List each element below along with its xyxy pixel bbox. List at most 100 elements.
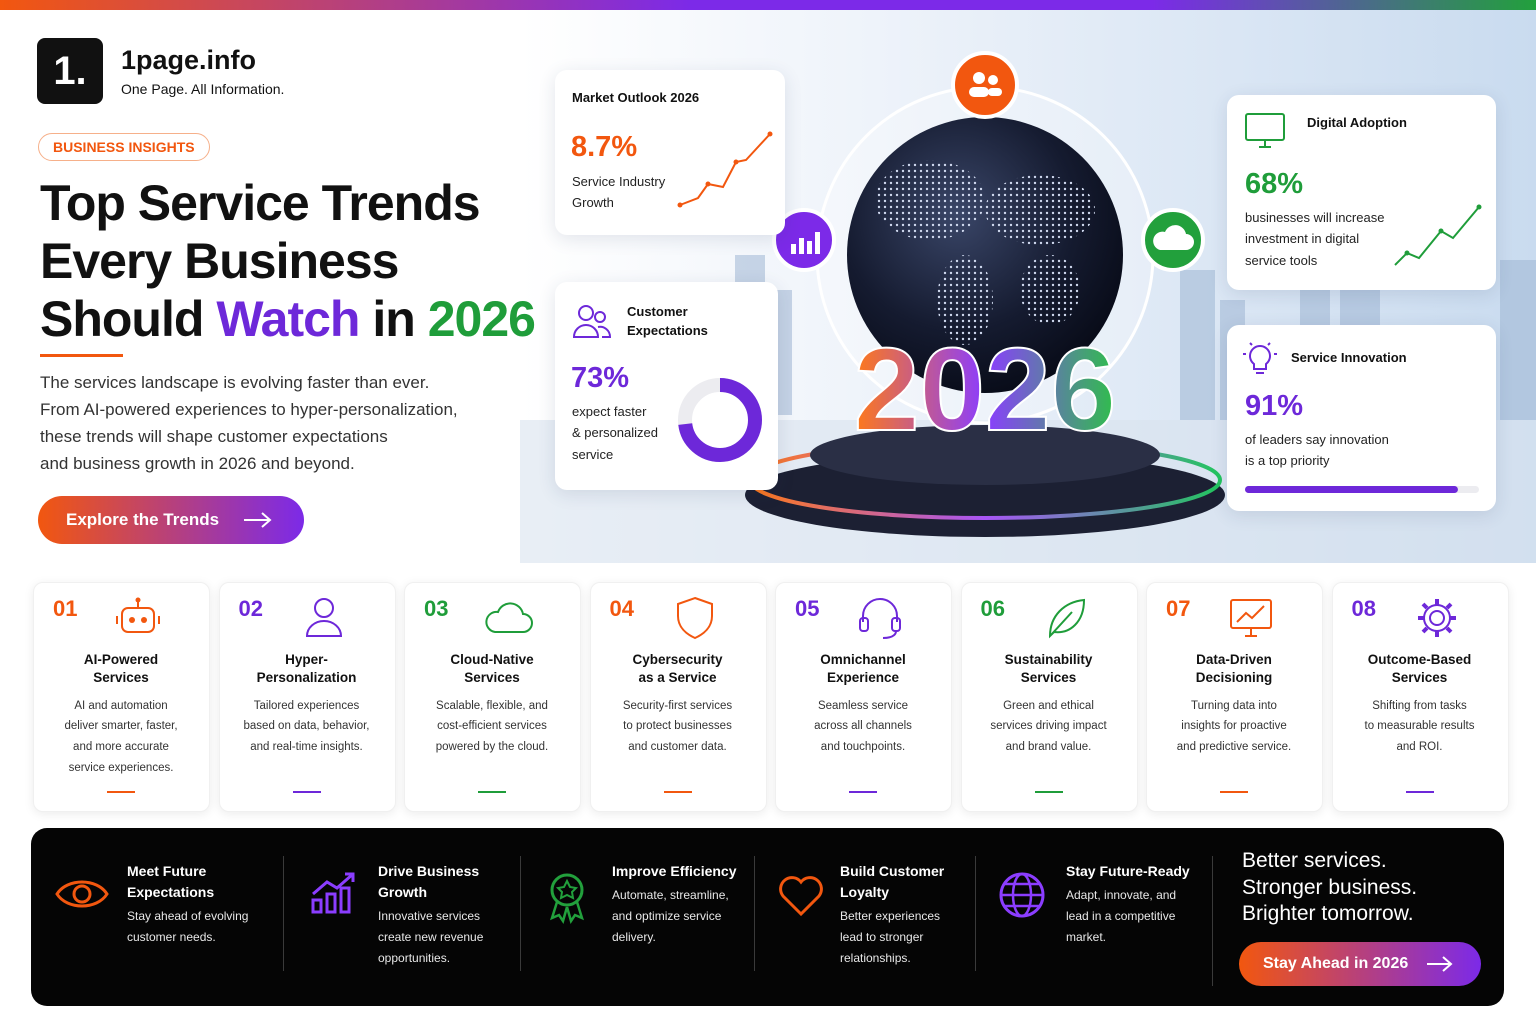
trend-title: Hyper- <box>285 652 328 668</box>
stat-caption: Service Industry <box>572 173 666 189</box>
closing-line: Brighter tomorrow. <box>1242 902 1414 926</box>
continents <box>875 160 1095 345</box>
trend-desc: across all channels <box>814 720 912 733</box>
stat-value: 91% <box>1245 390 1304 423</box>
trend-desc: and more accurate <box>73 740 169 753</box>
explore-button[interactable]: Explore the Trends <box>38 496 304 544</box>
headline-line: Top Service Trends <box>40 175 481 231</box>
trend-title: Outcome-Based <box>1367 652 1472 668</box>
brand-tagline: One Page. All Information. <box>121 81 285 97</box>
trend-desc: Shifting from tasks <box>1372 699 1467 712</box>
trend-desc: and real-time insights. <box>250 740 363 753</box>
trend-desc: and touchpoints. <box>820 740 906 753</box>
benefit-title: Growth <box>378 883 427 900</box>
top-bar <box>0 0 1536 10</box>
trend-desc: and predictive service. <box>1176 740 1292 753</box>
trend-title: Data-Driven <box>1196 652 1272 668</box>
benefit-desc: lead to stronger <box>840 930 924 945</box>
trend-icon <box>305 598 342 637</box>
benefit-icon <box>55 880 109 908</box>
benefit-title: Expectations <box>127 883 215 900</box>
benefit-desc: Automate, streamline, <box>612 888 729 903</box>
benefit-title: Drive Business <box>378 862 480 879</box>
benefit-desc: Stay ahead of evolving <box>127 909 249 924</box>
button-label: Stay Ahead in 2026 <box>1263 955 1409 972</box>
stat-value: 68% <box>1245 168 1304 201</box>
divider <box>283 856 284 971</box>
stay-ahead-button[interactable]: Stay Ahead in 2026 <box>1239 942 1481 986</box>
stat-caption: businesses will increase <box>1245 209 1385 225</box>
trend-accent <box>1034 791 1063 793</box>
benefit-desc: create new revenue <box>378 930 484 945</box>
sparkline <box>677 131 773 208</box>
trend-card <box>1146 582 1323 812</box>
headline-line: Should Watch in 2026 <box>40 290 536 348</box>
trend-desc: and customer data. <box>628 740 727 753</box>
trend-desc: Scalable, flexible, and <box>436 699 548 712</box>
benefit-icon <box>999 872 1045 918</box>
headline-underline <box>40 354 123 357</box>
arrow-icon <box>244 512 272 528</box>
trend-number: 04 <box>609 595 634 621</box>
trend-desc: Green and ethical <box>1003 699 1094 712</box>
stat-caption: investment in digital <box>1245 231 1360 247</box>
trend-desc: powered by the cloud. <box>435 740 549 753</box>
benefit-icon <box>779 876 823 917</box>
divider <box>975 856 976 971</box>
sparkline <box>1394 204 1482 266</box>
trend-desc: based on data, behavior, <box>243 720 370 733</box>
trend-desc: and ROI. <box>1396 740 1443 753</box>
benefit-desc: delivery. <box>612 930 656 945</box>
stat-caption: & personalized <box>572 425 658 441</box>
trend-icon <box>676 596 713 640</box>
trend-accent <box>292 791 321 793</box>
benefit-title: Improve Efficiency <box>612 862 737 879</box>
benefit-desc: Better experiences <box>840 909 941 924</box>
stat-caption: service tools <box>1245 252 1318 268</box>
headline-line: Every Business <box>40 233 399 289</box>
brand-name: 1page.info <box>121 45 257 75</box>
stat-value: 73% <box>571 362 630 395</box>
intro-line: The services landscape is evolving faste… <box>40 372 430 392</box>
stat-caption: Growth <box>572 194 614 210</box>
headline-word: Watch <box>216 291 360 347</box>
stat-card <box>555 70 785 235</box>
icon-chart <box>791 232 820 254</box>
stat-title: Customer <box>627 303 688 319</box>
trend-number: 05 <box>795 595 820 621</box>
arrow-icon <box>1427 956 1453 972</box>
trend-number: 03 <box>424 595 449 621</box>
trend-icon <box>485 602 533 633</box>
trend-card <box>1331 582 1509 812</box>
button-label: Explore the Trends <box>66 510 220 529</box>
trend-icon <box>859 598 901 639</box>
icon-people-circle <box>951 51 1019 119</box>
trend-card <box>404 582 581 812</box>
benefit-title: Meet Future <box>127 862 207 879</box>
benefit-desc: customer needs. <box>127 930 216 945</box>
donut-arc <box>678 378 762 462</box>
trend-title: Decisioning <box>1195 670 1273 686</box>
trend-desc: to protect businesses <box>623 720 732 733</box>
trend-accent <box>849 791 877 793</box>
trend-accent <box>1405 791 1434 793</box>
trend-title: Cybersecurity <box>632 652 723 668</box>
stat-title: Market Outlook 2026 <box>572 89 700 105</box>
trend-number: 06 <box>980 595 1005 621</box>
stat-title: Digital Adoption <box>1307 114 1407 130</box>
trend-title: Services <box>93 670 149 686</box>
stat-value: 8.7% <box>571 131 638 164</box>
trend-icon <box>1230 599 1272 637</box>
benefit-desc: Adapt, innovate, and <box>1066 888 1177 903</box>
stat-card <box>1227 325 1496 511</box>
trend-desc: cost-efficient services <box>437 720 547 733</box>
trend-title: Sustainability <box>1004 652 1093 668</box>
trend-title: Services <box>1020 670 1077 686</box>
stat-card <box>1227 95 1496 290</box>
stat-caption: expect faster <box>572 403 647 419</box>
progress-fill <box>1245 486 1458 493</box>
trend-desc: deliver smarter, faster, <box>64 720 178 733</box>
donut <box>678 378 762 462</box>
benefit-icon <box>549 873 585 924</box>
